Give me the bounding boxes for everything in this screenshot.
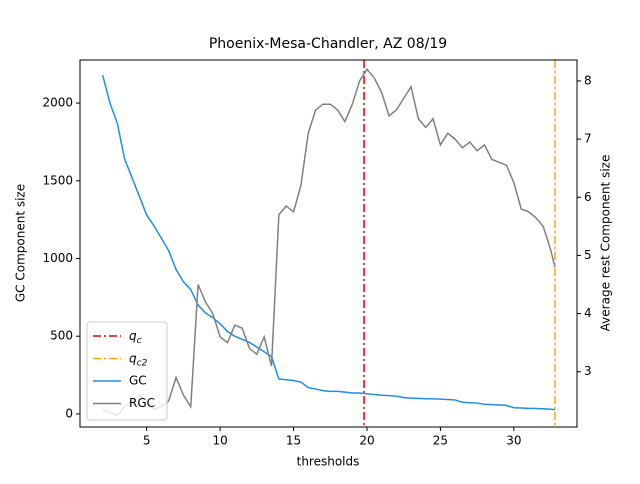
y2-tick-label: 6 bbox=[584, 190, 592, 204]
y2-axis-label: Average rest Component size bbox=[599, 155, 613, 332]
legend-label: qc bbox=[129, 329, 142, 346]
x-tick-label: 15 bbox=[286, 434, 301, 448]
plot-frame bbox=[79, 59, 578, 428]
y-tick-label: 2000 bbox=[42, 96, 73, 110]
y2-tick-label: 8 bbox=[584, 73, 592, 87]
y2-tick-label: 3 bbox=[584, 364, 592, 378]
legend-box bbox=[86, 321, 168, 421]
y-tick-label: 500 bbox=[50, 329, 73, 343]
x-tick-label: 10 bbox=[212, 434, 227, 448]
legend-label: RGC bbox=[129, 396, 155, 410]
legend-label: GC bbox=[129, 374, 147, 388]
y2-tick-label: 7 bbox=[584, 132, 592, 146]
y-tick-label: 1500 bbox=[42, 173, 73, 187]
x-tick-label: 20 bbox=[359, 434, 374, 448]
x-tick-label: 5 bbox=[143, 434, 151, 448]
x-axis-label: thresholds bbox=[297, 455, 360, 469]
data-line bbox=[102, 68, 556, 417]
data-line bbox=[101, 74, 556, 411]
legend: qc qc2 GC RGC bbox=[86, 321, 168, 421]
y-tick-label: 0 bbox=[65, 406, 73, 420]
x-tick-label: 30 bbox=[506, 434, 521, 448]
y-axis-label: GC Component size bbox=[14, 184, 28, 302]
y2-tick-label: 5 bbox=[584, 248, 592, 262]
y2-tick-label: 4 bbox=[584, 306, 592, 320]
chart-title: Phoenix-Mesa-Chandler, AZ 08/19 bbox=[209, 36, 447, 52]
x-tick-label: 25 bbox=[433, 434, 448, 448]
y-tick-label: 1000 bbox=[42, 251, 73, 265]
legend-label: qc2 bbox=[129, 351, 148, 368]
